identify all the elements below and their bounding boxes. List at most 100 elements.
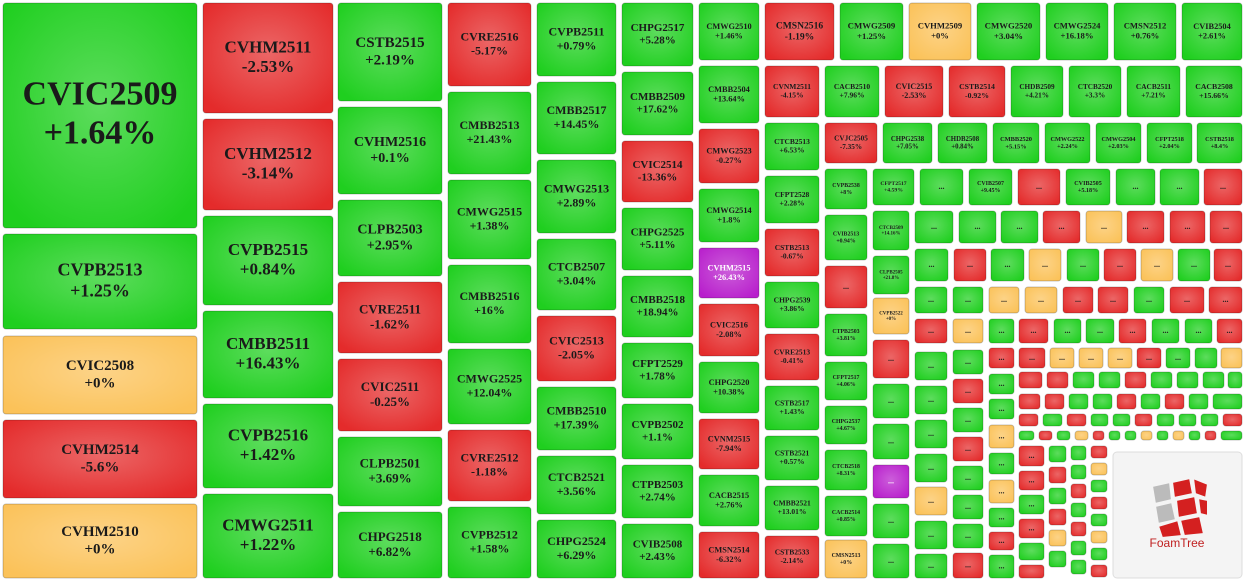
tile-value-label: +2.95% [367, 239, 413, 254]
tile-shine [1099, 372, 1120, 388]
tile-ellipsis: ... [975, 222, 981, 231]
tile-shine [1197, 123, 1242, 163]
tile-name: CVIC2509 [23, 76, 178, 113]
tile-name: CVIC2515 [896, 82, 933, 91]
tile-ellipsis: ... [1029, 353, 1035, 362]
tile-shine [1127, 211, 1164, 243]
tile-value-label: -0.92% [965, 91, 989, 100]
tile-shine [1093, 431, 1104, 440]
tile-shine [1177, 372, 1198, 388]
tile-name: CVHM2515 [707, 263, 750, 272]
tile-value-label: +2.43% [639, 551, 676, 563]
tile-ellipsis: ... [999, 458, 1005, 467]
tile-shine [622, 404, 693, 459]
tile-shine [1186, 66, 1242, 117]
tile-value-label: +14.45% [554, 117, 600, 131]
tile-ellipsis: ... [965, 357, 971, 366]
tile-ellipsis: ... [1017, 222, 1023, 231]
tile-value-label: +17.39% [554, 417, 600, 431]
tile-shine [1029, 249, 1061, 281]
tile-name: CVIC2516 [710, 320, 748, 329]
tile-value-label: -5.17% [471, 43, 508, 57]
tile-name: CHDB2508 [946, 136, 980, 143]
tile-ellipsis: ... [999, 486, 1005, 495]
tile-shine [338, 359, 442, 431]
tile-shine [1201, 414, 1218, 426]
tile-shine [883, 123, 932, 163]
tile-value-label: +0.84% [240, 260, 296, 279]
tile-value-label: +0% [931, 31, 949, 41]
tile-shine [699, 362, 759, 413]
tile-shine [1166, 348, 1190, 368]
tile-ellipsis: ... [965, 502, 971, 511]
tile-name: CVIC2511 [361, 379, 420, 394]
tile-ellipsis: ... [928, 496, 934, 505]
tile-value-label: +1.42% [240, 445, 296, 464]
tile-shine [699, 3, 759, 60]
tile-value-label: +1.46% [715, 31, 743, 40]
tile-ellipsis: ... [967, 260, 973, 269]
tile-name: CVIB2504 [1193, 22, 1231, 31]
tile-shine [1170, 211, 1205, 243]
tile-shine [1228, 372, 1242, 388]
tile-ellipsis: ... [965, 560, 971, 569]
tile-shine [1157, 414, 1174, 426]
tile-ellipsis: ... [965, 473, 971, 482]
tile-ellipsis: ... [1225, 260, 1231, 269]
tile-shine [989, 319, 1014, 343]
tile-ellipsis: ... [999, 431, 1005, 440]
tile-ellipsis: ... [999, 404, 1005, 413]
tile-shine [1091, 414, 1108, 426]
tile-shine [915, 249, 948, 281]
tile-shine [1114, 3, 1176, 60]
tile-name: CLPB2501 [360, 455, 421, 470]
tile-value-label: +0% [886, 317, 896, 322]
tile-shine [622, 208, 693, 270]
tile-value-label: +4.67% [836, 426, 856, 432]
tile-name: CMBB2504 [708, 85, 750, 94]
tile-name: CVIC2508 [66, 358, 134, 374]
tile-value-label: +1.1% [642, 432, 673, 444]
tile-value-label: +2.03% [1108, 143, 1129, 150]
tile-shine [989, 399, 1014, 419]
tile-name: CSTB2521 [775, 449, 810, 458]
tile-shine [765, 123, 819, 170]
tile-shine [699, 189, 759, 242]
tile-value-label: +2.04% [1159, 143, 1180, 150]
tile-value-label: +0.57% [780, 457, 805, 466]
tile-value-label: +1.43% [780, 407, 805, 416]
tile-shine [989, 508, 1014, 527]
tile-shine [1173, 431, 1184, 440]
tile-shine [448, 507, 531, 578]
tile-value-label: +3.69% [368, 470, 411, 485]
tile-value-label: +0% [840, 560, 852, 566]
tile-shine [448, 92, 531, 174]
tile-name: CHPG2525 [631, 226, 685, 238]
tile-shine [537, 456, 616, 514]
tile-shine [1125, 372, 1146, 388]
tile-shine [338, 200, 442, 276]
tile-value-label: -0.25% [370, 394, 410, 409]
tile-shine [1019, 394, 1040, 409]
tile-shine [1001, 211, 1038, 243]
tile-name: CTCB2513 [774, 137, 810, 146]
tile-shine [825, 215, 867, 260]
tile-value-label: +2.24% [1057, 143, 1078, 150]
tile-shine [989, 425, 1014, 448]
tile-name: CVIC2514 [632, 159, 683, 171]
tile-name: CTPB2503 [832, 329, 859, 335]
tile-name: CTPB2503 [632, 479, 684, 491]
tile-shine [1204, 169, 1242, 205]
foamtree-logo[interactable]: FoamTree [1112, 451, 1243, 579]
tile-name: CVRE2513 [774, 348, 811, 357]
tile-value-label: -4.15% [780, 91, 803, 100]
tile-name: CMBB2510 [547, 404, 607, 418]
tile-name: CSTB2533 [775, 548, 810, 557]
tile-shine [622, 343, 693, 398]
tile-name: CVPB2522 [879, 311, 903, 316]
tile-shine [1223, 414, 1242, 426]
tile-shine [1127, 66, 1180, 117]
tile-shine [1019, 431, 1034, 440]
tile-value-label: -7.94% [716, 444, 742, 453]
tile-name: CVHM2514 [61, 442, 139, 458]
